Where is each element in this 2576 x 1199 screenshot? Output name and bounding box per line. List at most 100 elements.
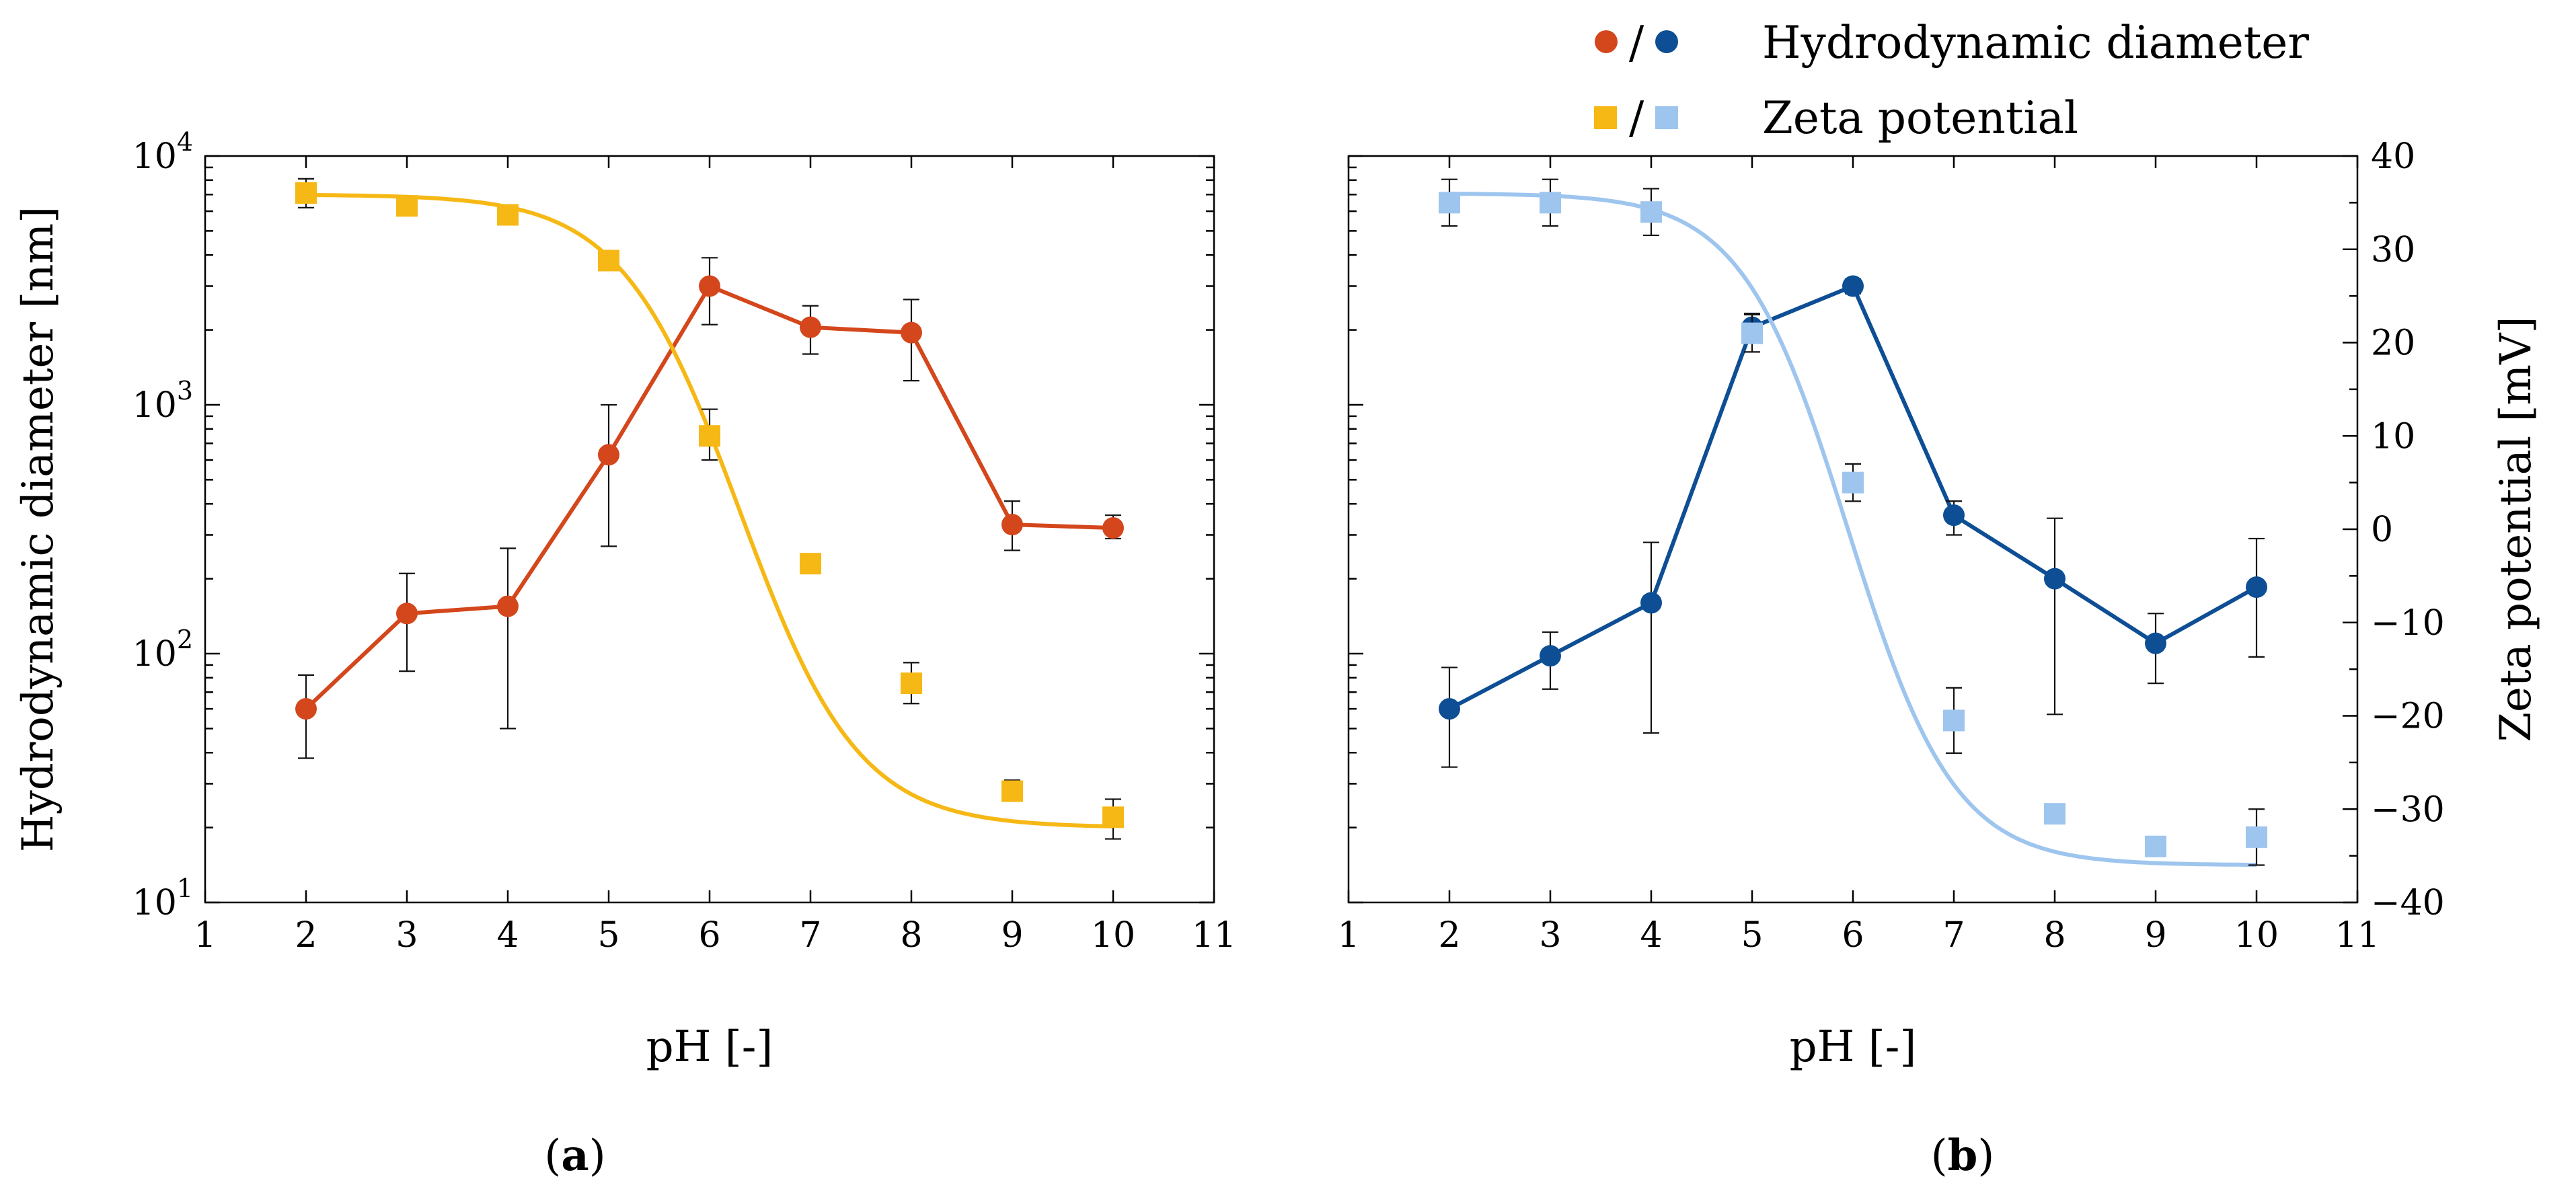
x-tick-label: 2: [295, 915, 317, 956]
data-point-zeta: [1842, 471, 1864, 494]
data-point-diameter: [396, 603, 418, 625]
y2-tick-label: 30: [2371, 230, 2415, 270]
y2-tick-label: 10: [2371, 416, 2415, 457]
panel-b-y-axis-title: Zeta potential [mV]: [2491, 317, 2541, 742]
x-tick-label: 1: [1337, 915, 1359, 956]
panel-a-ticks: [204, 155, 1215, 904]
data-point-diameter: [1102, 517, 1124, 539]
data-point-zeta: [699, 425, 720, 447]
panel-b-right-y-tick-labels: 40 30 20 10 0 −10 −20 −30 −40: [2371, 137, 2445, 923]
x-tick-label: 2: [1438, 915, 1460, 956]
data-point-zeta: [1540, 192, 1561, 214]
legend-zeta-label: Zeta potential: [1762, 92, 2078, 144]
x-tick-label: 9: [2144, 915, 2166, 956]
data-point-diameter: [800, 316, 821, 338]
series-diameter: [1439, 275, 2267, 768]
panel-b-label: (b): [1931, 1130, 1995, 1181]
data-point-diameter: [598, 444, 619, 466]
data-point-diameter: [1439, 698, 1460, 720]
data-point-zeta: [1102, 806, 1124, 828]
data-point-diameter: [699, 275, 720, 297]
x-tick-label: 10: [1091, 915, 1135, 956]
x-tick-label: 4: [496, 915, 519, 956]
panel-a-label: (a): [544, 1130, 605, 1181]
y2-tick-label: −20: [2371, 697, 2445, 737]
panel-b-x-tick-labels: 1 2 3 4 5 6 7 8 9 10 11: [1337, 915, 2380, 956]
y2-tick-label: −40: [2371, 883, 2445, 923]
panel-a-plot-area: [295, 178, 1124, 840]
panel-b-x-axis-title: pH [-]: [1790, 1022, 1917, 1072]
series-line-diameter: [304, 283, 1114, 711]
y2-tick-label: 0: [2371, 510, 2393, 550]
x-tick-label: 11: [2335, 915, 2380, 956]
y2-tick-label: −10: [2371, 603, 2445, 644]
y-tick-label: 104: [132, 127, 193, 177]
legend-diameter-separator: /: [1629, 17, 1644, 69]
data-point-zeta: [396, 195, 418, 217]
series-diameter: [295, 257, 1124, 759]
data-point-diameter: [1001, 514, 1023, 536]
panel-b-frame: [1347, 155, 2359, 904]
data-point-diameter: [2145, 632, 2166, 654]
data-point-diameter: [1943, 504, 1965, 527]
y-tick-label: 101: [132, 874, 193, 923]
legend-zeta-separator: /: [1629, 92, 1644, 144]
x-tick-label: 6: [698, 915, 720, 956]
series-zeta: [1439, 178, 2267, 867]
x-tick-label: 1: [194, 915, 216, 956]
panel-a-y-axis-title: Hydrodynamic diameter [nm]: [13, 206, 63, 852]
panel-b: 1 2 3 4 5 6 7 8 9 10 11 40 30 20 10 0 −10 −20 −30 −40 pH […: [1337, 137, 2541, 1181]
fit-curve-zeta: [1449, 192, 2257, 867]
x-tick-label: 5: [1741, 915, 1763, 956]
legend-diameter-marker-a: [1595, 30, 1618, 53]
y-tick-label: 102: [132, 625, 193, 674]
data-point-zeta: [1943, 709, 1965, 732]
data-point-zeta: [1640, 201, 1662, 223]
data-point-diameter: [497, 595, 519, 617]
y-tick-label: 103: [132, 376, 193, 426]
data-point-zeta: [295, 182, 317, 204]
x-tick-label: 10: [2234, 915, 2279, 956]
data-point-diameter: [1540, 645, 1561, 667]
data-point-zeta: [2044, 803, 2066, 825]
data-point-diameter: [2246, 576, 2267, 598]
data-point-diameter: [295, 698, 317, 720]
data-point-zeta: [2246, 826, 2267, 848]
y2-tick-label: 40: [2371, 137, 2415, 177]
data-point-zeta: [497, 204, 519, 226]
x-tick-label: 3: [395, 915, 418, 956]
x-tick-label: 4: [1640, 915, 1662, 956]
x-tick-label: 5: [597, 915, 619, 956]
panel-b-plot-area: [1439, 178, 2267, 867]
x-tick-label: 8: [2043, 915, 2066, 956]
x-tick-label: 8: [900, 915, 922, 956]
data-point-zeta: [598, 249, 619, 272]
legend-diameter-marker-b: [1655, 30, 1678, 53]
data-point-diameter: [1640, 592, 1662, 614]
data-point-zeta: [800, 553, 821, 575]
data-point-diameter: [2044, 568, 2066, 590]
data-point-zeta: [2145, 835, 2166, 857]
data-point-zeta: [901, 672, 922, 695]
panel-a-y-tick-labels: 101 102 103 104: [132, 127, 193, 923]
data-point-diameter: [1842, 275, 1864, 297]
legend-zeta-marker-b: [1655, 106, 1678, 129]
data-point-diameter: [901, 321, 922, 344]
legend-diameter-label: Hydrodynamic diameter: [1762, 17, 2309, 69]
x-tick-label: 11: [1192, 915, 1236, 956]
panel-a: 1 2 3 4 5 6 7 8 9 10 11 101 102 103 104 pH [-] Hydrod…: [13, 127, 1236, 1181]
legend: / Hydrodynamic diameter / Zeta potential: [1594, 17, 2309, 144]
panel-a-x-axis-title: pH [-]: [646, 1022, 773, 1072]
x-tick-label: 7: [799, 915, 821, 956]
x-tick-label: 7: [1942, 915, 1965, 956]
data-point-zeta: [1439, 192, 1460, 214]
y2-tick-label: −30: [2371, 789, 2445, 830]
data-point-zeta: [1741, 322, 1763, 344]
data-point-zeta: [1001, 780, 1023, 802]
x-tick-label: 6: [1842, 915, 1864, 956]
legend-zeta-marker-a: [1594, 106, 1617, 129]
x-tick-label: 3: [1539, 915, 1561, 956]
x-tick-label: 9: [1001, 915, 1023, 956]
y2-tick-label: 20: [2371, 323, 2415, 364]
